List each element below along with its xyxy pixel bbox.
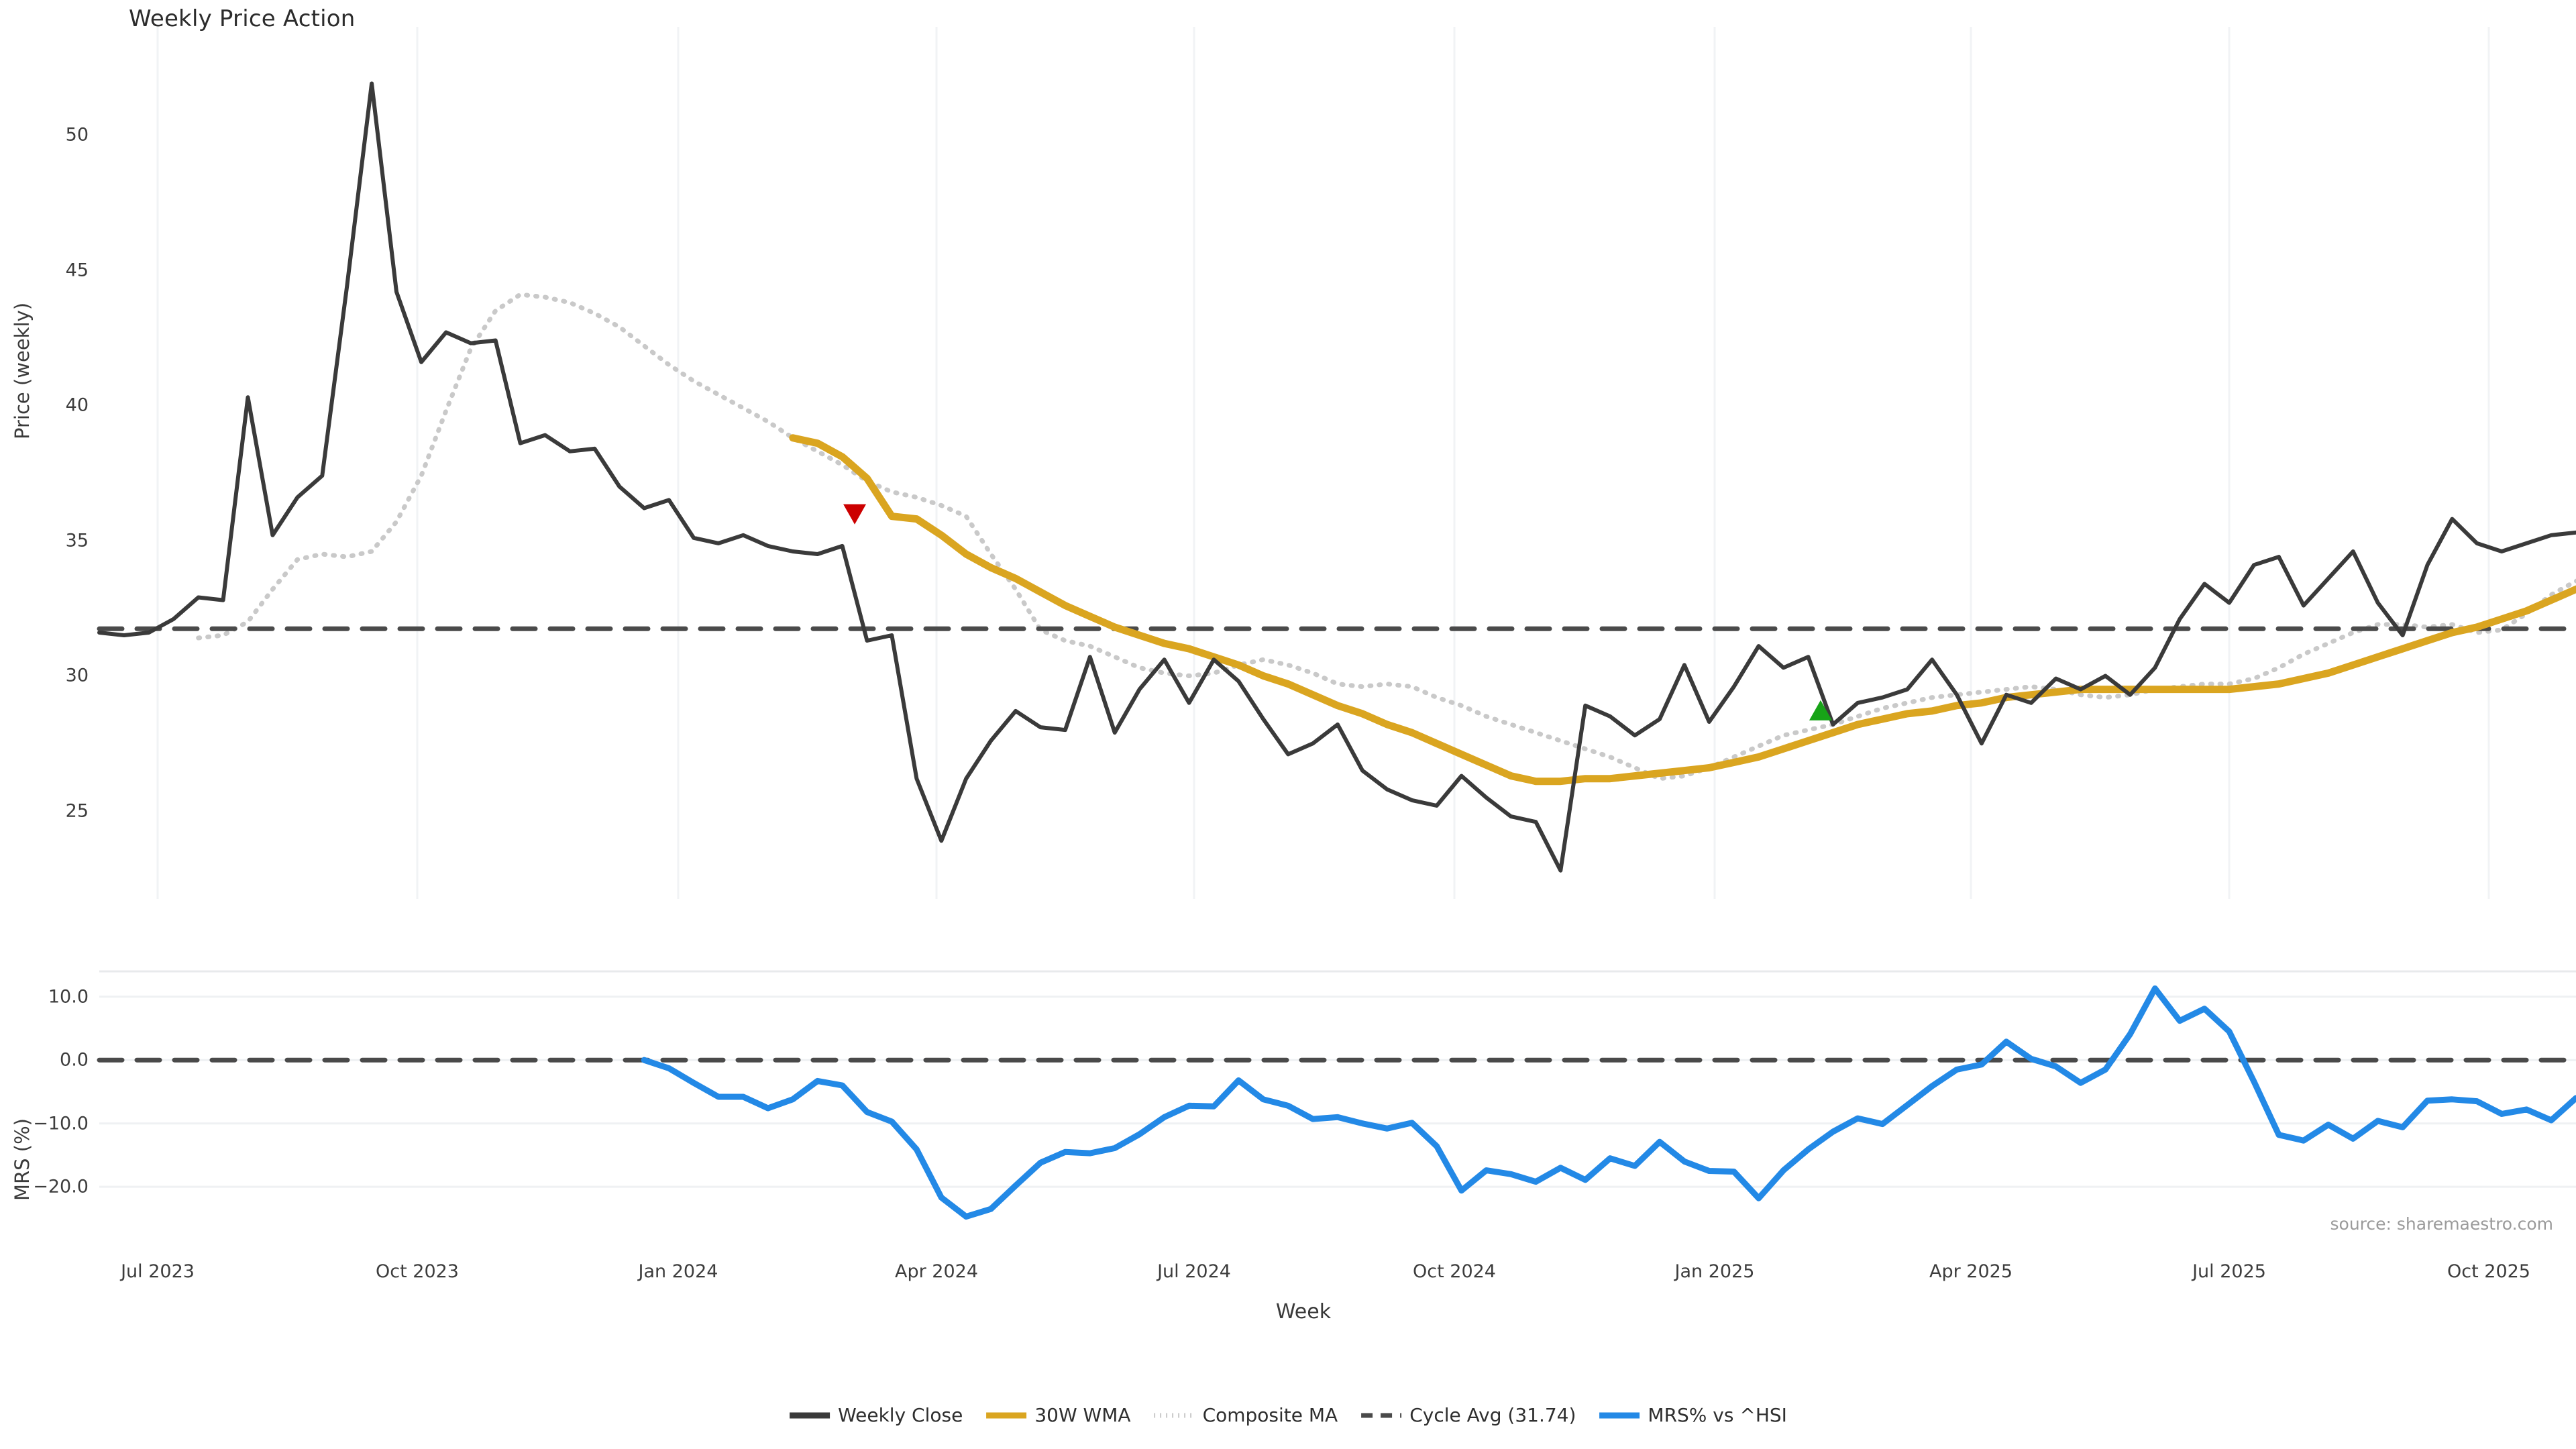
price-y-tick-2: 40 xyxy=(65,394,89,416)
price-y-tick-4: 30 xyxy=(65,665,89,686)
mrs-y-tick-3: −20.0 xyxy=(33,1176,89,1197)
legend-label-3: Cycle Avg (31.74) xyxy=(1409,1404,1576,1426)
mrs-line xyxy=(641,985,2576,1220)
buy-marker-icon xyxy=(1809,700,1832,720)
page-title: Weekly Price Action xyxy=(129,5,356,32)
x-tick-5: Oct 2024 xyxy=(1413,1261,1496,1282)
legend-label-2: Composite MA xyxy=(1202,1404,1338,1426)
x-tick-6: Jan 2025 xyxy=(1674,1261,1755,1282)
legend-item-0[interactable]: Weekly Close xyxy=(789,1404,963,1426)
legend-swatch-icon-1 xyxy=(985,1409,1027,1421)
x-tick-1: Oct 2023 xyxy=(376,1261,459,1282)
price-y-tick-1: 45 xyxy=(65,260,89,281)
legend-swatch-icon-3 xyxy=(1360,1409,1402,1421)
legend-item-2[interactable]: Composite MA xyxy=(1154,1404,1338,1426)
price-y-tick-3: 35 xyxy=(65,530,89,551)
price-y-tick-0: 50 xyxy=(65,124,89,146)
x-tick-3: Apr 2024 xyxy=(894,1261,979,1282)
legend-item-3[interactable]: Cycle Avg (31.74) xyxy=(1360,1404,1576,1426)
x-tick-4: Jul 2024 xyxy=(1157,1261,1231,1282)
wma-line xyxy=(789,434,2576,786)
legend-swatch-icon-4 xyxy=(1599,1409,1640,1421)
x-axis-label: Week xyxy=(1275,1300,1332,1324)
source-note: source: sharemaestro.com xyxy=(2330,1214,2554,1234)
x-tick-2: Jan 2024 xyxy=(638,1261,718,1282)
legend-swatch-icon-0 xyxy=(789,1409,830,1421)
legend-label-4: MRS% vs ^HSI xyxy=(1648,1404,1787,1426)
legend-label-1: 30W WMA xyxy=(1034,1404,1131,1426)
sell-marker-icon xyxy=(843,504,867,525)
legend-item-1[interactable]: 30W WMA xyxy=(985,1404,1131,1426)
mrs-y-tick-0: 10.0 xyxy=(48,986,89,1008)
chart-legend: Weekly Close 30W WMA Composite MA Cycle Avg… xyxy=(789,1404,1787,1426)
mrs-y-tick-1: 0.0 xyxy=(60,1049,89,1071)
mrs-y-tick-2: −10.0 xyxy=(33,1113,89,1134)
x-tick-9: Oct 2025 xyxy=(2447,1261,2530,1282)
x-tick-8: Jul 2025 xyxy=(2192,1261,2266,1282)
legend-swatch-icon-2 xyxy=(1154,1409,1195,1421)
legend-item-4[interactable]: MRS% vs ^HSI xyxy=(1599,1404,1787,1426)
price-y-tick-5: 25 xyxy=(65,800,89,822)
legend-label-0: Weekly Close xyxy=(838,1404,963,1426)
x-tick-7: Apr 2025 xyxy=(1929,1261,2013,1282)
x-tick-0: Jul 2023 xyxy=(121,1261,195,1282)
composite-ma-line xyxy=(196,292,2576,782)
weekly-close-line xyxy=(97,81,2576,873)
